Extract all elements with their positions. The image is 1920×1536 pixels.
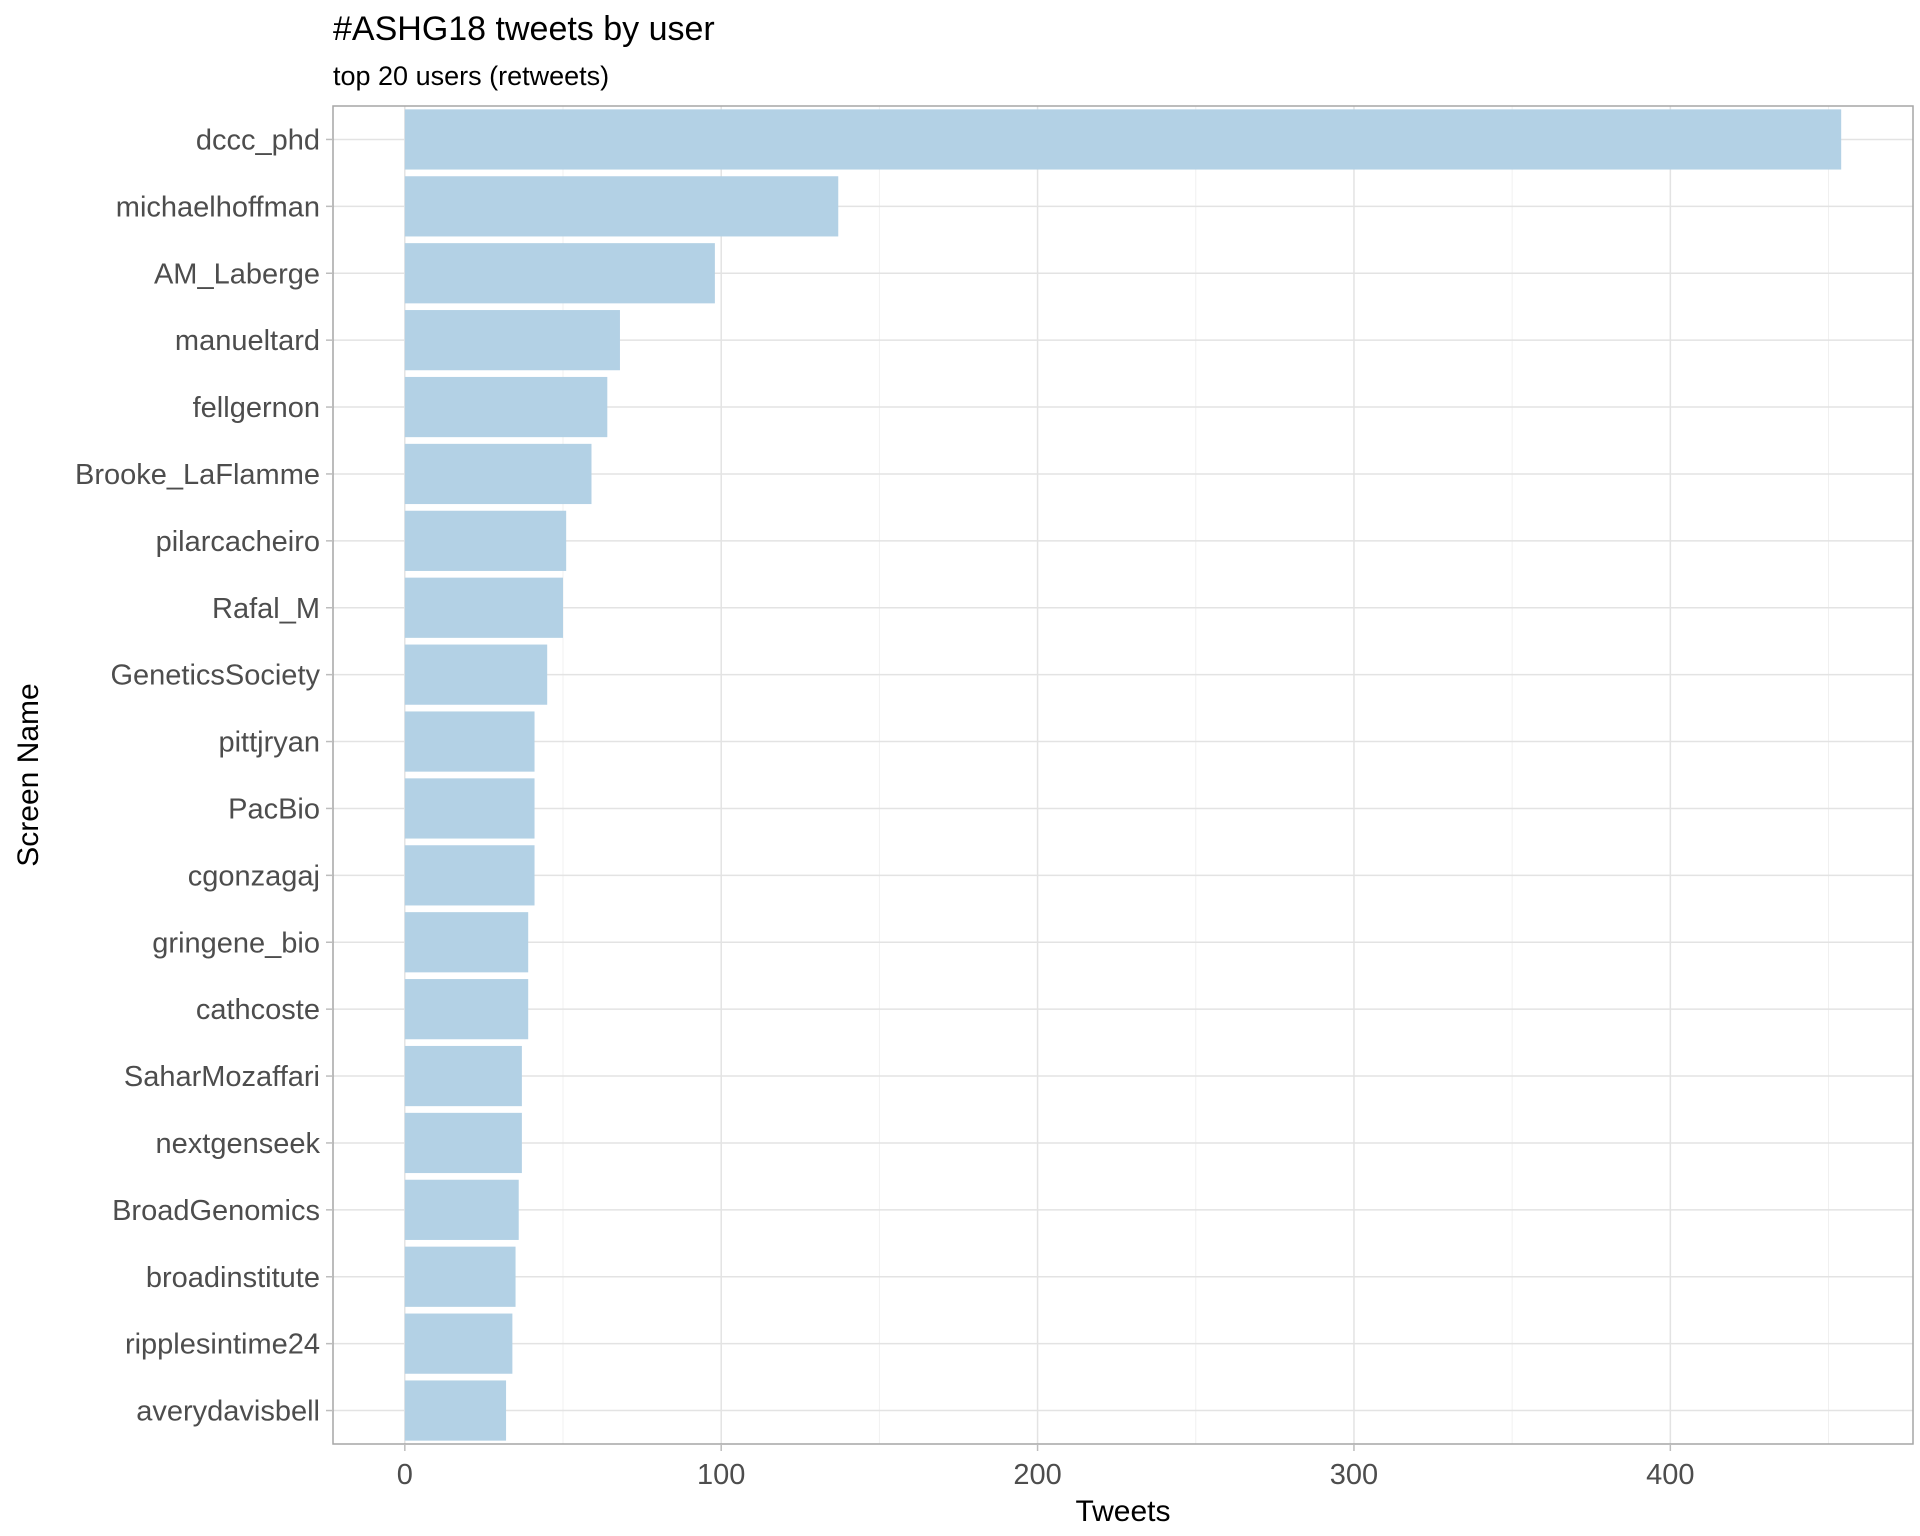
bar xyxy=(404,109,1842,170)
x-axis-labels: 0 100 200 300 400 xyxy=(397,1444,1695,1491)
y-tick-label: gringene_bio xyxy=(152,927,320,959)
y-tick-label: GeneticsSociety xyxy=(110,660,320,692)
x-tick-label: 400 xyxy=(1646,1459,1694,1491)
y-tick-label: PacBio xyxy=(228,793,320,825)
y-axis-labels: dccc_phd michaelhoffman AM_Laberge manuelta… xyxy=(75,124,333,1428)
chart-subtitle: top 20 users (retweets) xyxy=(333,61,609,91)
bar xyxy=(404,644,548,705)
gridlines xyxy=(333,106,1913,1444)
y-axis-title: Screen Name xyxy=(12,683,45,866)
bar xyxy=(404,711,535,772)
y-tick-label: Brooke_LaFlamme xyxy=(75,459,320,491)
y-tick-label: manueltard xyxy=(175,325,320,357)
bar xyxy=(404,845,535,906)
chart-title: #ASHG18 tweets by user xyxy=(333,10,715,48)
bar xyxy=(404,979,529,1040)
bar xyxy=(404,778,535,839)
y-tick-label: dccc_phd xyxy=(196,124,320,156)
y-tick-label: pittjryan xyxy=(218,727,320,759)
bar xyxy=(404,176,839,237)
x-tick-label: 0 xyxy=(397,1459,413,1491)
bar xyxy=(404,243,715,304)
y-tick-label: averydavisbell xyxy=(136,1396,320,1428)
x-tick-label: 200 xyxy=(1013,1459,1061,1491)
bar xyxy=(404,376,608,438)
bars xyxy=(404,109,1842,1441)
bar xyxy=(404,1112,522,1174)
bar xyxy=(404,912,529,973)
y-tick-label: SaharMozaffari xyxy=(124,1061,320,1093)
bar xyxy=(404,443,592,505)
y-tick-label: ripplesintime24 xyxy=(125,1329,320,1361)
bar xyxy=(404,1045,522,1107)
y-tick-label: Rafal_M xyxy=(212,593,320,625)
x-tick-label: 300 xyxy=(1330,1459,1378,1491)
y-tick-label: broadinstitute xyxy=(146,1262,320,1294)
y-tick-label: fellgernon xyxy=(193,392,320,424)
bar xyxy=(404,510,567,571)
x-axis-title: Tweets xyxy=(1075,1495,1170,1528)
bar xyxy=(404,310,620,371)
bar xyxy=(404,1313,513,1374)
bar xyxy=(404,1179,519,1240)
y-tick-label: AM_Laberge xyxy=(154,258,320,290)
y-tick-label: cgonzagaj xyxy=(188,860,320,892)
y-tick-label: michaelhoffman xyxy=(116,191,320,223)
y-tick-label: cathcoste xyxy=(196,994,320,1026)
x-tick-label: 100 xyxy=(697,1459,745,1491)
y-tick-label: nextgenseek xyxy=(156,1128,321,1160)
bar xyxy=(404,577,564,638)
y-tick-label: BroadGenomics xyxy=(112,1195,320,1227)
y-tick-label: pilarcacheiro xyxy=(156,526,320,558)
bar xyxy=(404,1246,516,1307)
panel-border xyxy=(332,105,1914,1445)
bar xyxy=(404,1380,507,1441)
